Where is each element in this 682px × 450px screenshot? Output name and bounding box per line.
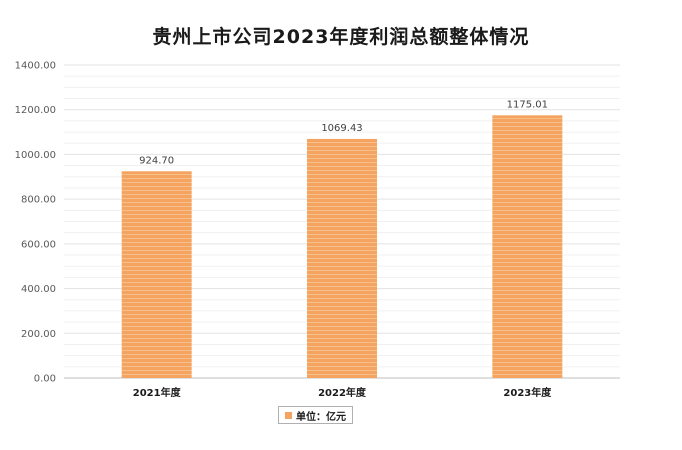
y-tick-label: 1200.00 [15,105,56,116]
legend-label: 单位：亿元 [296,411,346,423]
y-tick-label: 600.00 [21,239,56,250]
bar [307,138,377,378]
y-tick-label: 1400.00 [15,61,56,72]
legend: 单位：亿元 [278,406,353,424]
y-tick-label: 1000.00 [15,150,56,161]
y-tick-label: 400.00 [21,284,56,295]
x-tick-label: 2021年度 [133,386,182,399]
legend-swatch [285,411,292,419]
x-tick-label: 2022年度 [318,386,367,399]
y-tick-label: 200.00 [21,329,56,340]
x-tick-label: 2023年度 [503,386,552,399]
data-label: 924.70 [139,155,174,166]
y-tick-label: 800.00 [21,195,56,206]
data-label: 1175.01 [507,99,548,110]
chart-title: 贵州上市公司2023年度利润总额整体情况 [152,26,530,48]
bar [492,115,563,379]
data-label: 1069.43 [321,123,362,134]
bar [121,171,192,378]
y-tick-label: 0.00 [34,374,56,385]
